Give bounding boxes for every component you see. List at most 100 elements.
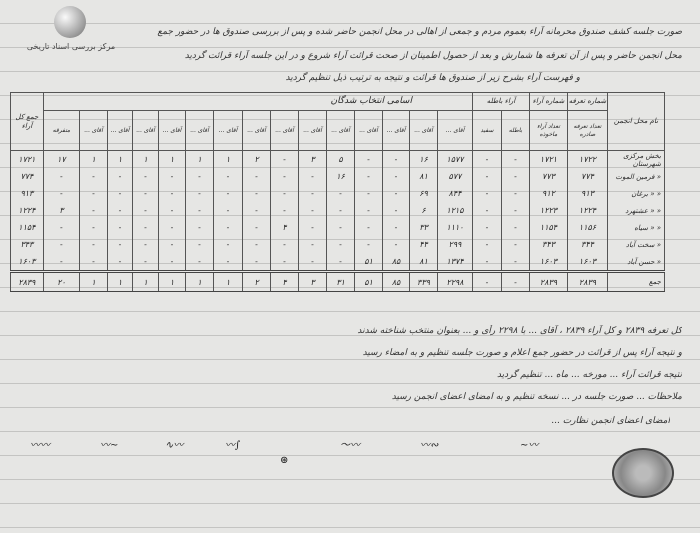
place-cell: جمع [607, 270, 665, 292]
vote-cell: ۵۱ [353, 270, 383, 292]
vote-cell: - [78, 202, 108, 219]
vote-cell: - [42, 253, 80, 272]
vote-cell: ۱ [131, 150, 159, 168]
header-cast: تعداد آراء ماخوذه [529, 110, 568, 151]
vote-cell: ۳ [297, 150, 327, 168]
header-cast-group: شماره آراء [529, 92, 568, 111]
place-cell: « « برغان [607, 185, 665, 202]
issued-cell: ۷۷۴ [567, 168, 608, 185]
vote-cell: ۳۳ [408, 219, 438, 236]
issued-cell: ۱۶۰۳ [567, 253, 608, 272]
signatures-caption: امضای اعضای انجمن نظارت ... [551, 416, 670, 426]
total-cell: ۹۱۳ [10, 185, 44, 202]
vote-cell: - [325, 253, 355, 272]
header-candidate: متفرقه [42, 110, 80, 151]
vote-cell: - [297, 253, 327, 272]
vote-cell: - [131, 253, 159, 272]
footer-line-4: ملاحظات ... صورت جلسه در ... نسخه تنظیم … [391, 392, 682, 402]
invalid-a-cell: - [501, 202, 530, 219]
issued-cell: ۱۱۵۶ [567, 219, 608, 236]
vote-cell: ۳۱ [325, 270, 355, 292]
header-line-1: صورت جلسه کشف صندوق محرمانه آراء بعموم م… [157, 27, 682, 37]
vote-cell: - [381, 185, 410, 202]
totals-row: جمع ۲۸۳۹ ۲۸۳۹- -۲۲۹۸ ۳۳۹ ۸۵ ۵۱ ۳۱ ۳ ۴ ۲ ۱ ۱ ۱ ۱ ۱ ۱ ۲۰ ۲۸۳… [10, 270, 665, 292]
vote-cell: - [131, 185, 159, 202]
vote-cell: ۱۱۱۰ [436, 219, 473, 236]
signature: ⊛ [280, 455, 289, 466]
header-candidate: آقای ... [212, 110, 243, 151]
table-row: « فرمین الموت ۷۷۴ ۷۷۳- -۵۷۷ ۸۱- -۱۶- - - - - - - - - -… [10, 168, 665, 185]
invalid-b-cell: - [471, 219, 503, 236]
total-cell: ۱۶۰۳ [10, 253, 44, 272]
vote-cell: ۳ [42, 202, 80, 219]
logo-text: مرکز بررسی اسناد تاریخی [26, 42, 116, 51]
vote-cell: - [78, 185, 108, 202]
header-invalid-b: سفید [471, 110, 503, 151]
vote-cell: ۸۵ [381, 253, 410, 272]
vote-cell: ۱ [157, 150, 186, 168]
vote-cell: - [106, 236, 133, 253]
cast-cell: ۱۷۲۱ [529, 150, 568, 168]
header-candidates-group: اسامی انتخاب شدگان [42, 92, 473, 111]
vote-cell: - [78, 236, 108, 253]
vote-cell: - [381, 168, 410, 185]
total-cell: ۱۲۲۴ [10, 202, 44, 219]
invalid-a-cell: - [501, 185, 530, 202]
vote-cell: ۶۹ [408, 185, 438, 202]
vote-cell: - [241, 253, 271, 272]
total-cell: ۱۱۵۴ [10, 219, 44, 236]
vote-cell: - [184, 253, 214, 272]
vote-cell: - [184, 168, 214, 185]
vote-cell: - [381, 202, 410, 219]
vote-cell: ۵۱ [353, 253, 383, 272]
vote-cell: - [353, 185, 383, 202]
signature: 〰∿ [165, 440, 184, 451]
footer-line-3: نتیجه قرائت آراء ... مورخه ... ماه ... ت… [496, 370, 682, 380]
header-candidate: آقای ... [106, 110, 133, 151]
cast-cell: ۲۸۳۹ [529, 270, 568, 292]
official-seal [612, 448, 674, 498]
invalid-b-cell: - [471, 202, 503, 219]
vote-cell: - [241, 185, 271, 202]
vote-cell: ۱ [212, 150, 243, 168]
table-row: « « عشتهرد ۱۲۲۴ ۱۲۲۳- -۱۲۱۵ ۶- - - - - - - - - - - -۳ ۱۲… [10, 202, 665, 219]
header-candidate: آقای ... [184, 110, 214, 151]
vote-cell: - [157, 185, 186, 202]
vote-cell: - [325, 185, 355, 202]
vote-cell: - [106, 253, 133, 272]
vote-cell: ۱۶ [408, 150, 438, 168]
vote-cell: ۶ [408, 202, 438, 219]
cast-cell: ۳۴۳ [529, 236, 568, 253]
vote-cell: ۵ [325, 150, 355, 168]
invalid-a-cell: - [501, 253, 530, 272]
cast-cell: ۹۱۲ [529, 185, 568, 202]
vote-cell: ۱ [106, 270, 133, 292]
vote-cell: - [42, 185, 80, 202]
vote-cell: ۱۲۱۵ [436, 202, 473, 219]
vote-cell: - [157, 168, 186, 185]
invalid-a-cell: - [501, 270, 530, 292]
vote-cell: ۱ [157, 270, 186, 292]
header-candidate: آقای ... [297, 110, 327, 151]
place-cell: « حسن آباد [607, 253, 665, 272]
signature: ∽〰 [100, 440, 119, 451]
place-cell: بخش مرکزی شهرستان [607, 150, 665, 168]
invalid-b-cell: - [471, 236, 503, 253]
invalid-a-cell: - [501, 168, 530, 185]
vote-cell: - [241, 202, 271, 219]
vote-cell: - [42, 236, 80, 253]
vote-cell: - [157, 219, 186, 236]
header-candidate: آقای ... [157, 110, 186, 151]
issued-cell: ۱۷۲۲ [567, 150, 608, 168]
vote-cell: - [131, 168, 159, 185]
header-total: جمع کل آراء [10, 92, 44, 151]
vote-cell: - [42, 219, 80, 236]
issued-cell: ۳۴۴ [567, 236, 608, 253]
vote-cell: - [297, 236, 327, 253]
logo-emblem-icon [54, 6, 86, 38]
header-invalid-a: باطله [501, 110, 530, 151]
table-row: « « برغان ۹۱۳ ۹۱۲- -۸۴۴ ۶۹- - - - - - - - - - - - -۹۱۳ [10, 185, 665, 202]
vote-cell: - [212, 168, 243, 185]
vote-cell: - [131, 236, 159, 253]
vote-cell: ۸۴۴ [436, 185, 473, 202]
